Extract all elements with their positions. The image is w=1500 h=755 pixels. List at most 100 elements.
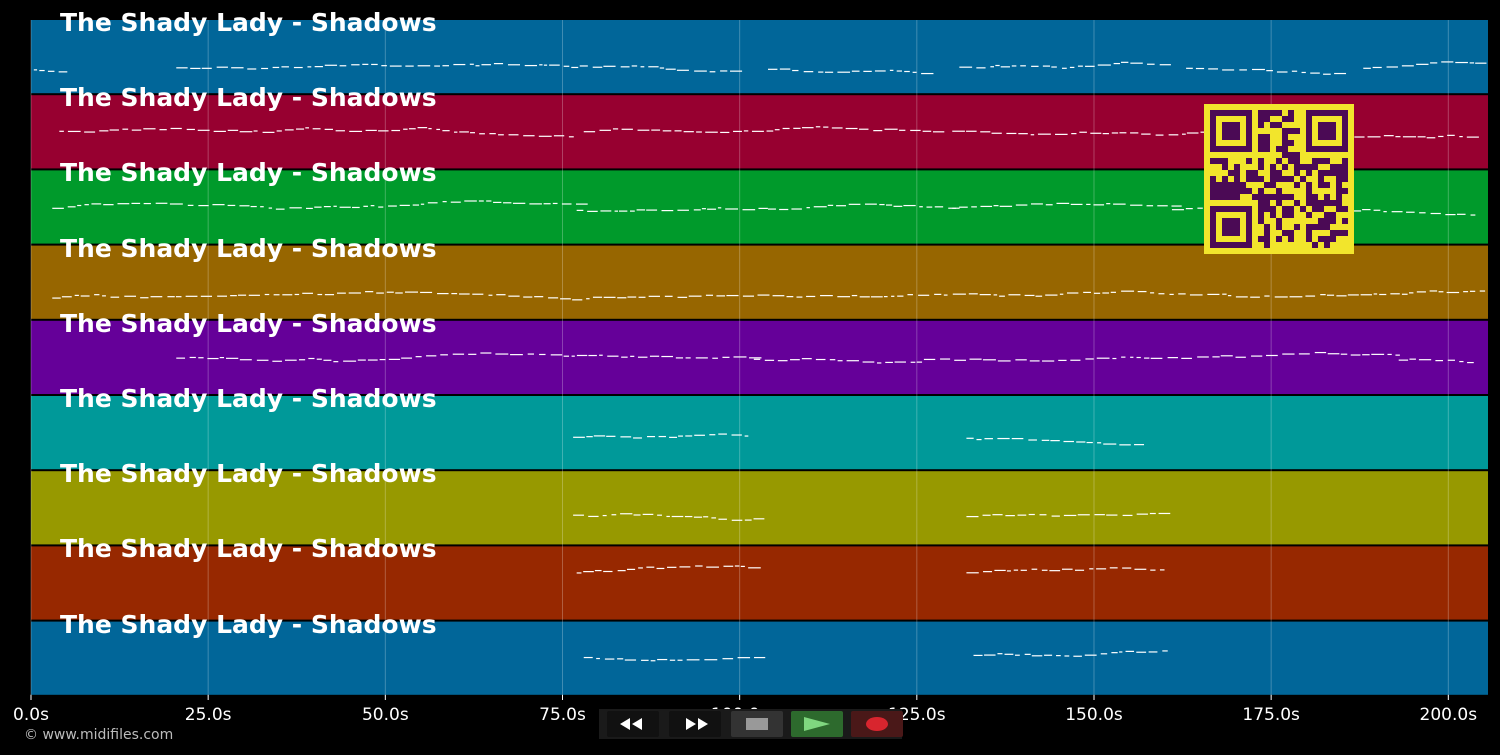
note [275,208,285,210]
note [669,436,678,438]
qr-finder [1222,218,1240,236]
note [352,206,360,209]
rewind-button[interactable] [607,711,659,737]
note [185,295,198,297]
note [273,294,280,296]
note [1148,651,1158,653]
note [695,357,708,359]
note [772,295,785,297]
note [198,204,209,207]
note [1085,65,1095,67]
record-button[interactable] [851,711,903,737]
note [362,63,369,65]
note [984,438,993,440]
note [883,296,888,298]
note [1334,72,1347,75]
note [1028,439,1037,441]
note [302,292,313,294]
fast-forward-icon [686,718,708,730]
note [916,361,923,363]
note [219,356,225,359]
qr-module [1294,152,1300,158]
note [1030,134,1035,136]
stop-button[interactable] [731,711,783,737]
qr-module [1336,194,1342,200]
note [1291,70,1298,72]
note [261,67,269,70]
note [437,292,449,295]
note [573,436,585,438]
note [1207,293,1220,296]
qr-module [1294,200,1300,206]
note [674,130,682,132]
note [1456,213,1466,215]
qr-module [1270,122,1276,128]
note [371,63,378,66]
note [59,130,64,132]
note [863,70,872,72]
note [712,357,718,359]
note [932,131,945,133]
qr-module [1282,116,1288,122]
note [837,296,851,298]
track-title: The Shady Lady - Shadows [60,308,437,338]
note [294,293,300,296]
note [636,209,646,211]
note [766,130,774,132]
note [1235,356,1246,358]
note [572,299,583,301]
note [495,353,509,355]
qr-module [1342,230,1348,236]
note [1167,357,1178,359]
qr-module [1288,206,1294,212]
note [1086,203,1091,206]
note [818,71,824,73]
rewind-icon [620,718,642,730]
fast-forward-button[interactable] [669,711,721,737]
qr-module [1252,194,1258,200]
note [994,569,1006,572]
qr-module [1324,236,1330,242]
note [1111,652,1118,654]
note [1109,567,1118,569]
note [1121,356,1126,358]
note [1150,292,1155,294]
qr-module [1270,182,1276,188]
qr-module [1228,188,1234,194]
note [777,360,788,362]
qr-module [1276,224,1282,230]
note [1069,66,1075,69]
note [904,70,910,73]
note [323,206,331,208]
note [61,296,72,298]
note [1066,292,1079,294]
qr-module [1270,110,1276,116]
note [33,69,38,71]
note [744,435,749,437]
note [293,66,303,69]
play-button[interactable] [791,711,843,737]
note [709,434,716,436]
note [837,360,843,362]
note [1310,72,1320,74]
note [169,203,183,205]
note [899,129,906,131]
note [1017,514,1027,516]
note [733,356,747,358]
note [786,296,794,298]
note [1112,357,1117,360]
note [621,128,633,130]
track-title: The Shady Lady - Shadows [60,83,437,113]
note [897,295,904,297]
note [1314,351,1327,354]
qr-module [1336,200,1342,206]
note [997,653,1003,655]
qr-module [1222,182,1228,188]
track-band [31,621,1488,695]
qr-module [1312,158,1318,164]
note [617,570,626,572]
note [1130,132,1139,134]
qr-module [1258,146,1264,152]
note [926,206,933,208]
track-band [31,245,1488,319]
